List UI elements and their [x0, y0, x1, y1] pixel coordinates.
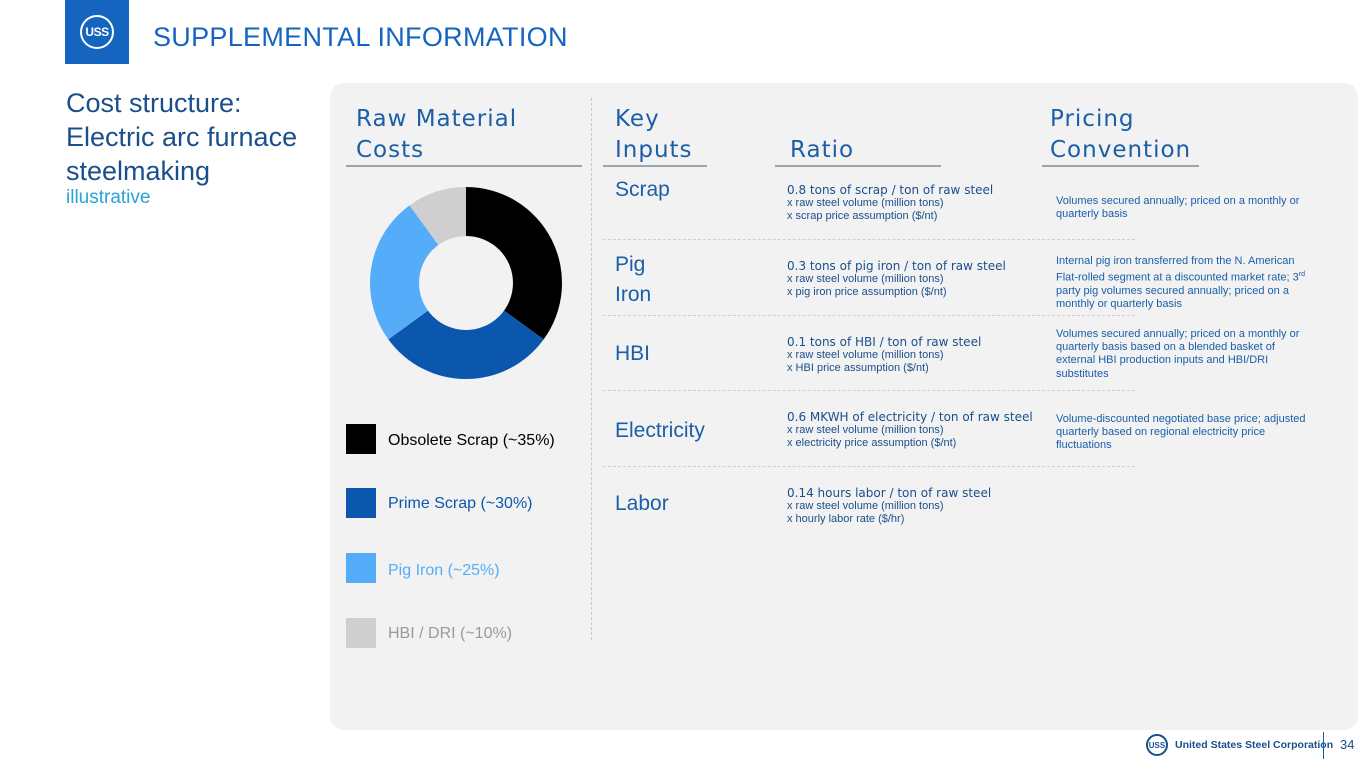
- uss-logo-mark: USS: [80, 15, 114, 49]
- ratio-underline: [775, 165, 941, 167]
- pricing-underline: [1042, 165, 1199, 167]
- input-pig-iron: Pig Iron: [615, 253, 652, 306]
- ratio-labor: 0.14 hours labor / ton of raw steel x ra…: [787, 486, 992, 525]
- pricing-pig-iron: Internal pig iron transferred from the N…: [1056, 255, 1305, 311]
- side-title: Cost structure: Electric arc furnace ste…: [66, 88, 298, 186]
- legend-label-obsolete-scrap: Obsolete Scrap (~35%): [388, 432, 555, 449]
- legend-label-pig-iron: Pig Iron (~25%): [388, 562, 500, 579]
- footer-company-name: United States Steel Corporation: [1175, 739, 1334, 751]
- content-panel: [330, 83, 1358, 730]
- input-labor: Labor: [615, 492, 669, 515]
- raw-material-donut-chart: [370, 187, 562, 379]
- row-separator: [603, 466, 1135, 467]
- ratio-header: Ratio: [790, 137, 855, 163]
- raw-material-header: Raw Material Costs: [356, 106, 518, 163]
- page-title: SUPPLEMENTAL INFORMATION: [153, 22, 568, 52]
- legend-swatch-obsolete-scrap: [346, 424, 376, 454]
- legend-label-prime-scrap: Prime Scrap (~30%): [388, 495, 533, 512]
- legend-swatch-prime-scrap: [346, 488, 376, 518]
- page-number: 34: [1340, 737, 1355, 752]
- row-separator: [603, 239, 1135, 240]
- key-inputs-header: Key Inputs: [615, 106, 693, 163]
- legend-label-hbi-dri: HBI / DRI (~10%): [388, 625, 513, 642]
- footer-divider: [1323, 732, 1324, 759]
- donut-slice-prime-scrap: [388, 283, 544, 379]
- pricing-header: Pricing Convention: [1050, 106, 1192, 163]
- ratio-hbi: 0.1 tons of HBI / ton of raw steel x raw…: [787, 335, 982, 374]
- input-electricity: Electricity: [615, 419, 705, 442]
- pricing-electricity: Volume-discounted negotiated base price;…: [1056, 413, 1306, 452]
- input-scrap: Scrap: [615, 178, 670, 201]
- footer-uss-logo: USS: [1146, 734, 1168, 756]
- pricing-hbi: Volumes secured annually; priced on a mo…: [1056, 328, 1300, 380]
- pricing-scrap: Volumes secured annually; priced on a mo…: [1056, 195, 1300, 221]
- column-divider: [591, 98, 592, 640]
- donut-slice-obsolete-scrap: [466, 187, 562, 340]
- donut-slice-pig-iron: [370, 205, 466, 340]
- key-inputs-underline: [603, 165, 707, 167]
- ratio-pig-iron: 0.3 tons of pig iron / ton of raw steel …: [787, 259, 1006, 298]
- ratio-electricity: 0.6 MKWH of electricity / ton of raw ste…: [787, 410, 1033, 449]
- legend-swatch-pig-iron: [346, 553, 376, 583]
- row-separator: [603, 315, 1135, 316]
- row-separator: [603, 390, 1135, 391]
- side-subtitle: illustrative: [66, 187, 151, 208]
- uss-logo: USS: [65, 0, 129, 64]
- legend-swatch-hbi-dri: [346, 618, 376, 648]
- ratio-scrap: 0.8 tons of scrap / ton of raw steel x r…: [787, 183, 994, 222]
- donut-hole: [419, 236, 513, 330]
- input-hbi: HBI: [615, 342, 651, 365]
- raw-material-underline: [346, 165, 582, 167]
